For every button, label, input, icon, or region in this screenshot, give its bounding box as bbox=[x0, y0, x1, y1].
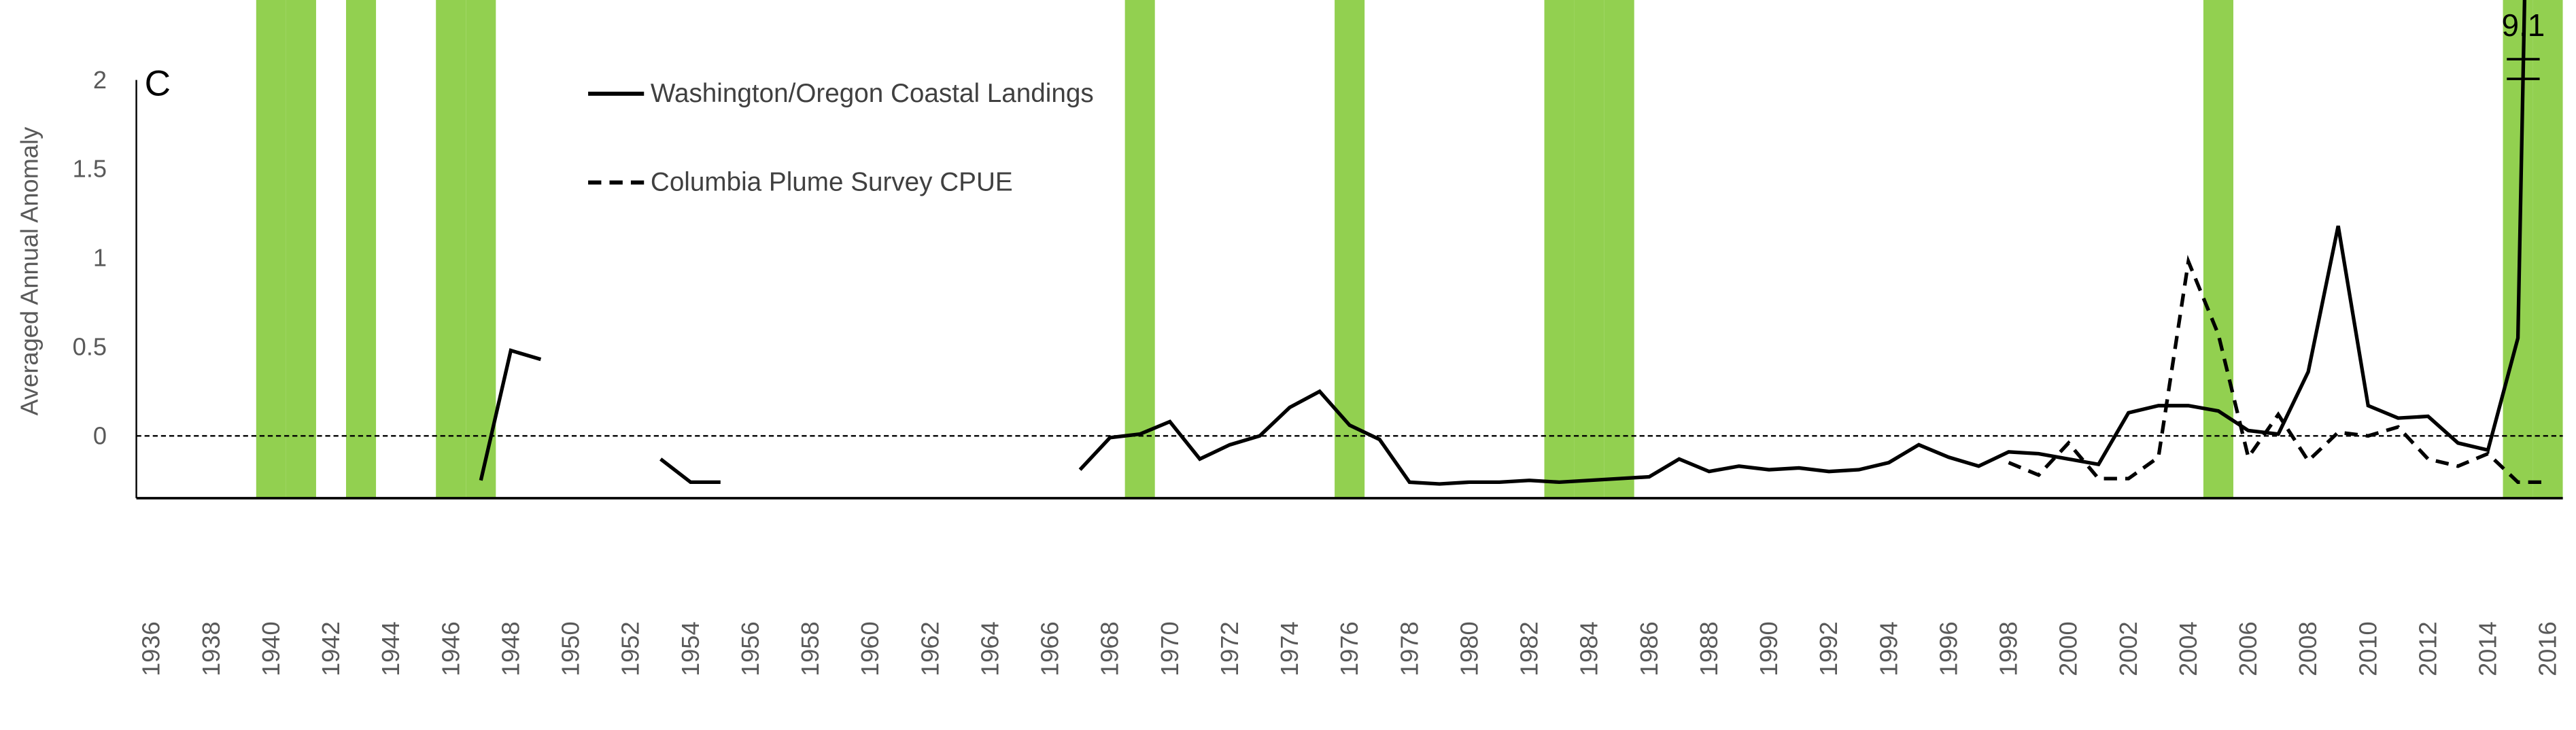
highlight-bar bbox=[256, 0, 286, 498]
x-tick-label: 1990 bbox=[1755, 621, 1783, 676]
x-tick-label: 1994 bbox=[1874, 621, 1902, 676]
x-tick-label: 1946 bbox=[436, 621, 464, 676]
highlight-bar bbox=[1604, 0, 1634, 498]
y-tick-label: 2 bbox=[93, 66, 107, 94]
x-tick-label: 1980 bbox=[1455, 621, 1483, 676]
x-tick-label: 1978 bbox=[1395, 621, 1423, 676]
highlight-bar bbox=[1544, 0, 1575, 498]
highlight-bar bbox=[346, 0, 377, 498]
x-tick-label: 1976 bbox=[1335, 621, 1363, 676]
x-tick-label: 2002 bbox=[2114, 621, 2142, 676]
panel-label: C bbox=[145, 63, 171, 103]
x-tick-label: 1960 bbox=[856, 621, 884, 676]
highlight-bar bbox=[436, 0, 466, 498]
highlight-bar bbox=[1124, 0, 1155, 498]
x-tick-label: 2012 bbox=[2414, 621, 2441, 676]
x-tick-label: 1998 bbox=[1995, 621, 2023, 676]
x-tick-label: 1938 bbox=[197, 621, 225, 676]
x-tick-label: 2004 bbox=[2174, 621, 2202, 676]
x-tick-label: 1940 bbox=[257, 621, 285, 676]
x-tick-label: 1962 bbox=[916, 621, 944, 676]
x-tick-label: 1972 bbox=[1216, 621, 1243, 676]
x-tick-label: 2000 bbox=[2055, 621, 2082, 676]
y-tick-label: 0 bbox=[93, 421, 107, 449]
x-tick-label: 2008 bbox=[2294, 621, 2322, 676]
x-tick-label: 2006 bbox=[2234, 621, 2262, 676]
y-tick-label: 0.5 bbox=[73, 332, 107, 360]
series-line bbox=[2008, 254, 2548, 485]
plot-area bbox=[256, 0, 2563, 498]
legend-label: Columbia Plume Survey CPUE bbox=[651, 168, 1013, 197]
x-tick-label: 1944 bbox=[377, 621, 405, 676]
highlight-bar bbox=[466, 0, 496, 498]
x-tick-label: 1988 bbox=[1695, 621, 1723, 676]
x-tick-label: 1984 bbox=[1575, 621, 1603, 676]
x-tick-label: 1948 bbox=[496, 621, 524, 676]
highlight-bar bbox=[286, 0, 316, 498]
x-tick-label: 1942 bbox=[317, 621, 345, 676]
x-tick-label: 1958 bbox=[796, 621, 824, 676]
x-tick-label: 1992 bbox=[1815, 621, 1842, 676]
y-tick-label: 1 bbox=[93, 244, 107, 272]
x-tick-label: 1964 bbox=[976, 621, 1003, 676]
x-tick-label: 2010 bbox=[2354, 621, 2382, 676]
x-tick-label: 2016 bbox=[2534, 621, 2562, 676]
x-tick-label: 1996 bbox=[1934, 621, 1962, 676]
x-tick-label: 1954 bbox=[676, 621, 704, 676]
x-tick-label: 1950 bbox=[557, 621, 585, 676]
y-tick-label: 1.5 bbox=[73, 155, 107, 183]
x-tick-label: 1970 bbox=[1156, 621, 1184, 676]
series-line bbox=[479, 0, 2527, 486]
x-tick-label: 1968 bbox=[1096, 621, 1124, 676]
y-axis-label: Averaged Annual Anomaly bbox=[16, 126, 44, 416]
x-tick-label: 1936 bbox=[137, 621, 165, 676]
legend-label: Washington/Oregon Coastal Landings bbox=[651, 79, 1094, 108]
highlight-bar bbox=[1574, 0, 1604, 498]
highlight-bar bbox=[2203, 0, 2233, 498]
x-tick-label: 1982 bbox=[1515, 621, 1543, 676]
x-tick-label: 1956 bbox=[736, 621, 764, 676]
value-label: 9.1 bbox=[2501, 7, 2545, 43]
x-tick-label: 1966 bbox=[1036, 621, 1064, 676]
x-tick-label: 2014 bbox=[2474, 621, 2502, 676]
x-tick-label: 1952 bbox=[617, 621, 645, 676]
highlight-bar bbox=[2532, 0, 2563, 498]
x-tick-label: 1986 bbox=[1635, 621, 1663, 676]
x-tick-label: 1974 bbox=[1275, 621, 1303, 676]
